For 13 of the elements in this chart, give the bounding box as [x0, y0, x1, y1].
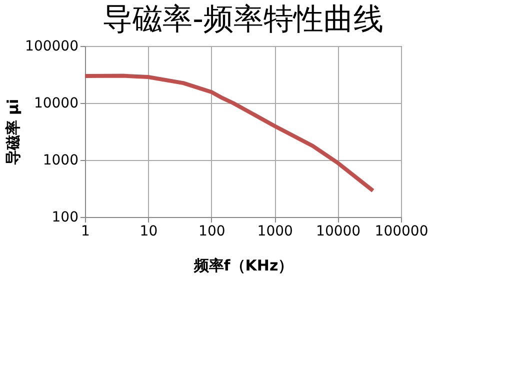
y-axis-title: 导磁率 μi: [4, 98, 22, 166]
x-tick-label: 100: [198, 224, 226, 240]
x-tick-label: 1000: [257, 224, 293, 240]
x-tick-label: 10: [140, 224, 158, 240]
y-tick-label: 10000: [34, 96, 78, 112]
x-axis-title: 频率f（KHz）: [192, 256, 294, 274]
x-tick-label: 100000: [374, 224, 428, 240]
y-tick-label: 100000: [25, 38, 78, 54]
y-tick-label: 1000: [42, 152, 78, 168]
x-tick-label: 10000: [316, 224, 361, 240]
chart-title: 导磁率-频率特性曲线: [102, 2, 384, 37]
x-tick-label: 1: [81, 224, 90, 240]
y-tick-label: 100: [52, 210, 78, 226]
